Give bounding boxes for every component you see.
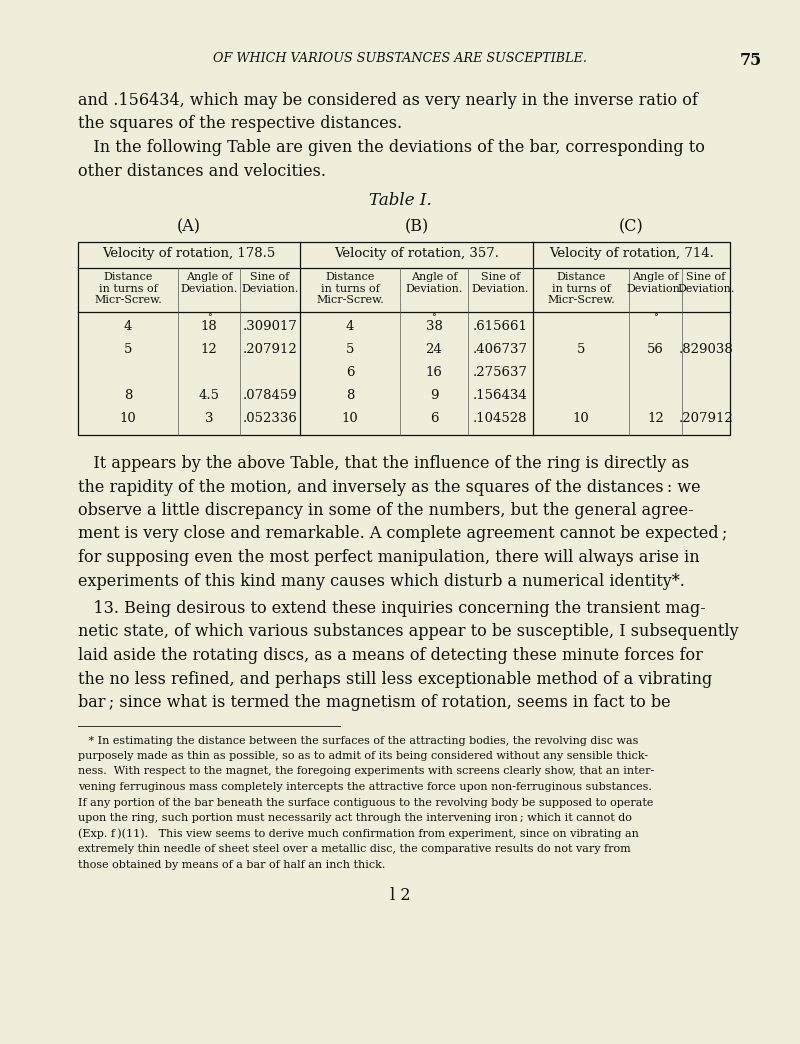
Text: 13. Being desirous to extend these inquiries concerning the transient mag-: 13. Being desirous to extend these inqui… — [78, 600, 706, 617]
Text: l 2: l 2 — [390, 887, 410, 904]
Text: Table I.: Table I. — [369, 192, 431, 209]
Text: 16: 16 — [426, 366, 442, 379]
Text: 75: 75 — [740, 52, 762, 69]
Text: °: ° — [653, 313, 658, 322]
Text: 5: 5 — [124, 343, 132, 356]
Text: netic state, of which various substances appear to be susceptible, I subsequentl: netic state, of which various substances… — [78, 623, 738, 641]
Text: purposely made as thin as possible, so as to admit of its being considered witho: purposely made as thin as possible, so a… — [78, 751, 648, 761]
Text: .104528: .104528 — [474, 412, 528, 425]
Text: the squares of the respective distances.: the squares of the respective distances. — [78, 116, 402, 133]
Text: If any portion of the bar beneath the surface contiguous to the revolving body b: If any portion of the bar beneath the su… — [78, 798, 654, 807]
Text: °: ° — [206, 313, 211, 322]
Text: .207912: .207912 — [678, 412, 734, 425]
Text: vening ferruginous mass completely intercepts the attractive force upon non-ferr: vening ferruginous mass completely inter… — [78, 782, 652, 792]
Text: the rapidity of the motion, and inversely as the squares of the distances : we: the rapidity of the motion, and inversel… — [78, 478, 701, 496]
Text: .078459: .078459 — [242, 389, 298, 402]
Text: OF WHICH VARIOUS SUBSTANCES ARE SUSCEPTIBLE.: OF WHICH VARIOUS SUBSTANCES ARE SUSCEPTI… — [213, 52, 587, 65]
Text: Angle of
Deviation.: Angle of Deviation. — [180, 272, 238, 293]
Text: (Exp. f )(11).   This view seems to derive much confirmation from experiment, si: (Exp. f )(11). This view seems to derive… — [78, 829, 639, 839]
Text: 24: 24 — [426, 343, 442, 356]
Text: Velocity of rotation, 714.: Velocity of rotation, 714. — [549, 247, 714, 260]
Text: .309017: .309017 — [242, 321, 298, 333]
Text: 10: 10 — [120, 412, 136, 425]
Text: 4: 4 — [124, 321, 132, 333]
Text: the no less refined, and perhaps still less exceptionable method of a vibrating: the no less refined, and perhaps still l… — [78, 670, 712, 688]
Text: 5: 5 — [577, 343, 585, 356]
Text: 6: 6 — [346, 366, 354, 379]
Text: .406737: .406737 — [473, 343, 528, 356]
Text: 5: 5 — [346, 343, 354, 356]
Text: Sine of
Deviation.: Sine of Deviation. — [678, 272, 734, 293]
Text: Distance
in turns of
Micr-Screw.: Distance in turns of Micr-Screw. — [316, 272, 384, 305]
Text: .052336: .052336 — [242, 412, 298, 425]
Text: .829038: .829038 — [678, 343, 734, 356]
Text: extremely thin needle of sheet steel over a metallic disc, the comparative resul: extremely thin needle of sheet steel ove… — [78, 844, 630, 854]
Text: ment is very close and remarkable. A complete agreement cannot be expected ;: ment is very close and remarkable. A com… — [78, 525, 727, 543]
Text: (A): (A) — [177, 218, 201, 235]
Text: 10: 10 — [573, 412, 590, 425]
Text: (C): (C) — [619, 218, 644, 235]
Text: Sine of
Deviation.: Sine of Deviation. — [242, 272, 298, 293]
Text: .275637: .275637 — [473, 366, 528, 379]
Text: 8: 8 — [346, 389, 354, 402]
Bar — [78, 242, 730, 435]
Text: 12: 12 — [647, 412, 664, 425]
Text: 38: 38 — [426, 321, 442, 333]
Text: Angle of
Deviation.: Angle of Deviation. — [406, 272, 462, 293]
Text: (B): (B) — [404, 218, 429, 235]
Text: .207912: .207912 — [242, 343, 298, 356]
Text: It appears by the above Table, that the influence of the ring is directly as: It appears by the above Table, that the … — [78, 455, 690, 472]
Text: Distance
in turns of
Micr-Screw.: Distance in turns of Micr-Screw. — [547, 272, 615, 305]
Text: those obtained by means of a bar of half an inch thick.: those obtained by means of a bar of half… — [78, 859, 386, 870]
Text: 3: 3 — [205, 412, 214, 425]
Text: .615661: .615661 — [473, 321, 528, 333]
Text: observe a little discrepancy in some of the numbers, but the general agree-: observe a little discrepancy in some of … — [78, 502, 694, 519]
Text: 4: 4 — [346, 321, 354, 333]
Text: Velocity of rotation, 178.5: Velocity of rotation, 178.5 — [102, 247, 276, 260]
Text: and .156434, which may be considered as very nearly in the inverse ratio of: and .156434, which may be considered as … — [78, 92, 698, 109]
Text: for supposing even the most perfect manipulation, there will always arise in: for supposing even the most perfect mani… — [78, 549, 700, 566]
Text: Velocity of rotation, 357.: Velocity of rotation, 357. — [334, 247, 499, 260]
Text: 56: 56 — [647, 343, 664, 356]
Text: 9: 9 — [430, 389, 438, 402]
Text: In the following Table are given the deviations of the bar, corresponding to: In the following Table are given the dev… — [78, 139, 705, 156]
Text: * In estimating the distance between the surfaces of the attracting bodies, the : * In estimating the distance between the… — [78, 736, 638, 745]
Text: Distance
in turns of
Micr-Screw.: Distance in turns of Micr-Screw. — [94, 272, 162, 305]
Text: ness.  With respect to the magnet, the foregoing experiments with screens clearl: ness. With respect to the magnet, the fo… — [78, 766, 654, 777]
Text: Sine of
Deviation.: Sine of Deviation. — [472, 272, 529, 293]
Text: upon the ring, such portion must necessarily act through the intervening iron ; : upon the ring, such portion must necessa… — [78, 813, 632, 823]
Text: 4.5: 4.5 — [198, 389, 219, 402]
Text: experiments of this kind many causes which disturb a numerical identity*.: experiments of this kind many causes whi… — [78, 572, 685, 590]
Text: 8: 8 — [124, 389, 132, 402]
Text: 10: 10 — [342, 412, 358, 425]
Text: 12: 12 — [201, 343, 218, 356]
Text: .156434: .156434 — [473, 389, 528, 402]
Text: °: ° — [432, 313, 436, 322]
Text: laid aside the rotating discs, as a means of detecting these minute forces for: laid aside the rotating discs, as a mean… — [78, 647, 703, 664]
Text: 18: 18 — [201, 321, 218, 333]
Text: bar ; since what is termed the magnetism of rotation, seems in fact to be: bar ; since what is termed the magnetism… — [78, 694, 670, 711]
Text: Angle of
Deviation.: Angle of Deviation. — [627, 272, 684, 293]
Text: other distances and velocities.: other distances and velocities. — [78, 163, 326, 180]
Text: 6: 6 — [430, 412, 438, 425]
